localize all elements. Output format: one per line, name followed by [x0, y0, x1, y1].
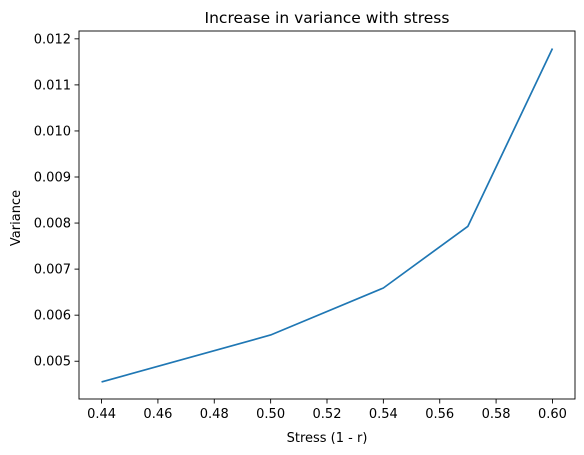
x-tick-label: 0.44: [87, 407, 116, 422]
y-tick-label: 0.005: [34, 355, 71, 370]
x-tick-label: 0.46: [143, 407, 172, 422]
y-tick-label: 0.006: [34, 309, 71, 324]
x-tick-label: 0.58: [482, 407, 511, 422]
x-tick-label: 0.60: [538, 407, 567, 422]
x-tick-label: 0.48: [200, 407, 229, 422]
y-tick-label: 0.010: [34, 124, 71, 139]
x-tick-label: 0.54: [369, 407, 398, 422]
y-axis-label: Variance: [9, 190, 24, 246]
x-axis-label: Stress (1 - r): [287, 431, 368, 446]
y-tick-label: 0.008: [34, 217, 71, 232]
x-tick-label: 0.50: [256, 407, 285, 422]
y-axis-ticks: 0.005 0.006 0.007 0.008 0.009 0.010 0.011 0.012: [34, 32, 79, 370]
x-tick-label: 0.56: [425, 407, 454, 422]
y-tick-label: 0.012: [34, 32, 71, 47]
y-tick-label: 0.011: [34, 78, 71, 93]
x-axis-ticks: 0.44 0.46 0.48 0.50 0.52 0.54 0.56 0.58 0.60: [87, 399, 567, 422]
y-tick-label: 0.009: [34, 171, 71, 186]
chart-title: Increase in variance with stress: [205, 9, 450, 27]
series-line-0: [101, 48, 554, 383]
y-tick-label: 0.007: [34, 263, 71, 278]
x-tick-label: 0.52: [313, 407, 342, 422]
